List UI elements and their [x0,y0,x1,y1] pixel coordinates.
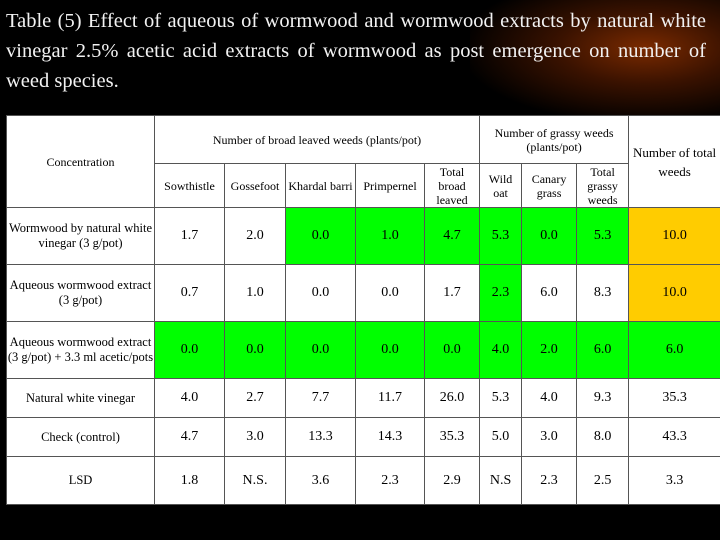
table-row: Check (control) 4.7 3.0 13.3 14.3 35.3 5… [6,417,720,457]
table-cell: 0.0 [423,321,481,379]
table-cell: 4.0 [154,378,225,418]
table-cell: 0.0 [154,321,225,379]
table-cell: 14.3 [355,417,425,457]
weed-species-table: Concentration Number of broad leaved wee… [6,115,720,505]
table-cell: 0.7 [154,264,225,322]
table-cell: 4.0 [479,321,523,379]
table-cell: 3.0 [521,417,578,457]
broad-leaved-group-header: Number of broad leaved weeds (plants/pot… [153,115,481,164]
col-khardal-barri: Khardal barri [285,163,356,208]
table-cell: 2.3 [355,456,425,505]
total-weeds-header: Number of total weeds [628,115,720,208]
table-cell: 8.0 [576,417,630,457]
row-label: Check (control) [6,417,155,457]
col-total-grassy: Total grassy weeds [576,163,630,208]
table-cell: 4.0 [521,378,578,418]
table-cell: 7.7 [285,378,356,418]
table-cell: 2.3 [521,456,578,505]
table-cell: 8.3 [576,264,630,322]
table-cell: 0.0 [285,264,356,322]
col-wild-oat: Wild oat [479,163,523,208]
table-cell: 2.0 [224,207,286,265]
table-cell: 2.0 [521,321,578,379]
table-cell: 0.0 [521,207,578,265]
table-cell: 10.0 [628,207,720,265]
table-row: Natural white vinegar 4.0 2.7 7.7 11.7 2… [6,378,720,418]
table-cell: 35.3 [628,378,720,418]
row-label: Natural white vinegar [6,378,155,418]
background-glow [470,0,720,120]
col-primpernel: Primpernel [355,163,425,208]
col-total-broad: Total broad leaved [423,163,481,208]
row-label: Wormwood by natural white vinegar (3 g/p… [6,207,155,265]
table-cell: 2.3 [479,264,523,322]
table-row: Wormwood by natural white vinegar (3 g/p… [6,207,720,265]
table-cell: 35.3 [423,417,481,457]
table-row: Aqueous wormwood extract (3 g/pot) + 3.3… [6,321,720,379]
table-cell: 9.3 [576,378,630,418]
table-cell: 1.0 [355,207,425,265]
row-label: LSD [6,456,155,505]
table-cell: 1.7 [423,264,481,322]
table-cell: 2.5 [576,456,630,505]
table-cell: 1.7 [154,207,225,265]
table-row: Aqueous wormwood extract (3 g/pot) 0.7 1… [6,264,720,322]
table-cell: N.S. [224,456,286,505]
table-cell: 6.0 [628,321,720,379]
table-cell: 6.0 [521,264,578,322]
concentration-header: Concentration [6,115,155,208]
table-cell: 4.7 [423,207,481,265]
slide-title: Table (5) Effect of aqueous of wormwood … [6,10,706,92]
table-cell: 5.3 [479,207,523,265]
table-cell: 0.0 [355,321,425,379]
table-cell: 2.9 [423,456,481,505]
table-cell: 5.0 [479,417,523,457]
table-cell: 13.3 [285,417,356,457]
row-label: Aqueous wormwood extract (3 g/pot) + 3.3… [6,321,155,379]
table-cell: 2.7 [224,378,286,418]
table-cell: 1.8 [154,456,225,505]
table-cell: 3.3 [628,456,720,505]
table-cell: 3.6 [285,456,356,505]
table-cell: 0.0 [285,207,356,265]
table-row: LSD 1.8 N.S. 3.6 2.3 2.9 N.S 2.3 2.5 3.3 [6,456,720,505]
col-canary-grass: Canary grass [521,163,578,208]
row-label: Aqueous wormwood extract (3 g/pot) [6,264,155,322]
table-cell: N.S [479,456,523,505]
col-sowthistle: Sowthistle [154,163,225,208]
table-cell: 0.0 [285,321,356,379]
table-cell: 4.7 [154,417,225,457]
table-cell: 26.0 [423,378,481,418]
table-cell: 0.0 [224,321,286,379]
grassy-group-header: Number of grassy weeds (plants/pot) [479,115,630,164]
col-gossefoot: Gossefoot [224,163,286,208]
table-cell: 6.0 [576,321,630,379]
table-cell: 1.0 [224,264,286,322]
table-cell: 3.0 [224,417,286,457]
table-cell: 0.0 [355,264,425,322]
table-cell: 11.7 [355,378,425,418]
table-cell: 10.0 [628,264,720,322]
table-cell: 5.3 [576,207,630,265]
table-cell: 43.3 [628,417,720,457]
table-cell: 5.3 [479,378,523,418]
